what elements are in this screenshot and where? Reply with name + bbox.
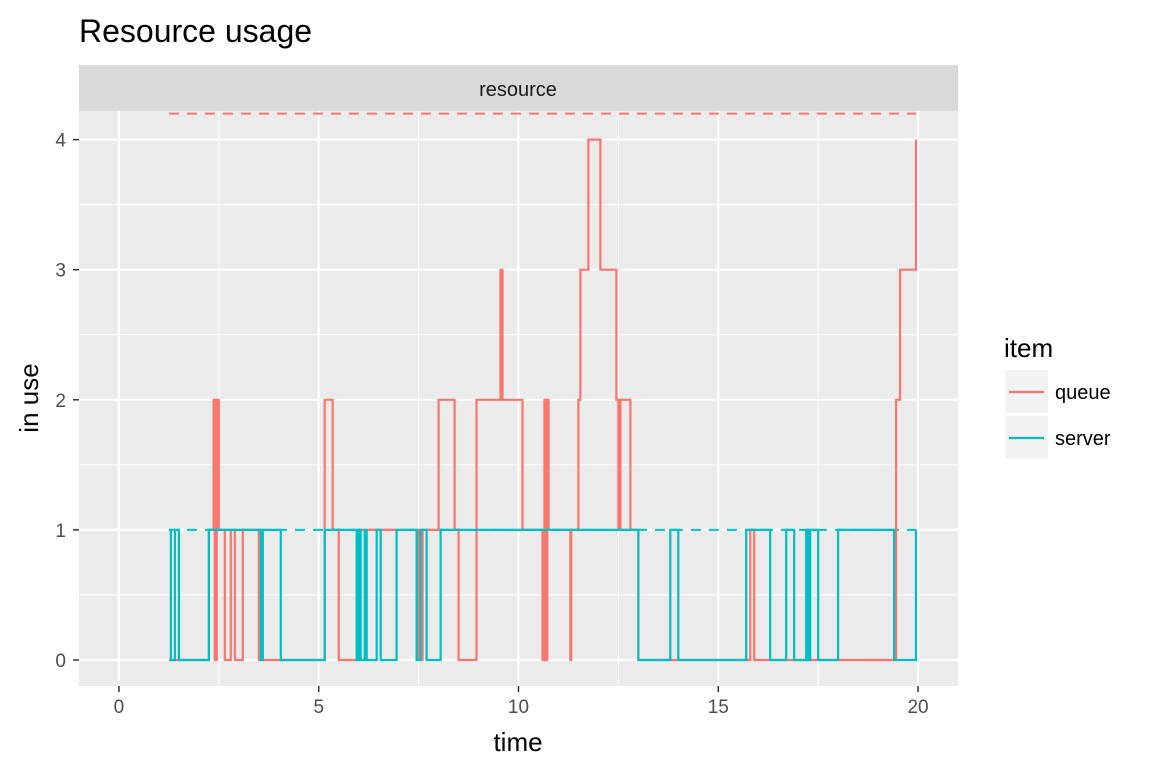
data-series [168,138,918,662]
x-tick-label: 0 [114,697,125,718]
y-axis-title: in use [14,363,44,432]
y-tick-label: 4 [55,131,66,152]
x-tick-label: 10 [508,697,529,718]
facet-strip [79,65,958,111]
series-line-server [168,528,918,662]
facet-strip-label: resource [479,79,557,101]
axes: 0 5 10 15 20 0 1 2 3 4 [55,131,928,718]
x-axis-title: time [493,727,542,757]
y-tick-label: 2 [55,391,66,412]
legend-label-queue: queue [1055,382,1111,404]
legend: item queue server [1004,333,1111,459]
chart-title: Resource usage [79,13,312,49]
legend-title: item [1004,333,1053,363]
x-tick-label: 5 [313,697,324,718]
x-tick-label: 15 [708,697,729,718]
x-tick-label: 20 [907,697,928,718]
y-tick-label: 0 [55,651,66,672]
y-tick-label: 1 [55,521,66,542]
legend-label-server: server [1055,428,1111,450]
y-tick-label: 3 [55,261,66,282]
